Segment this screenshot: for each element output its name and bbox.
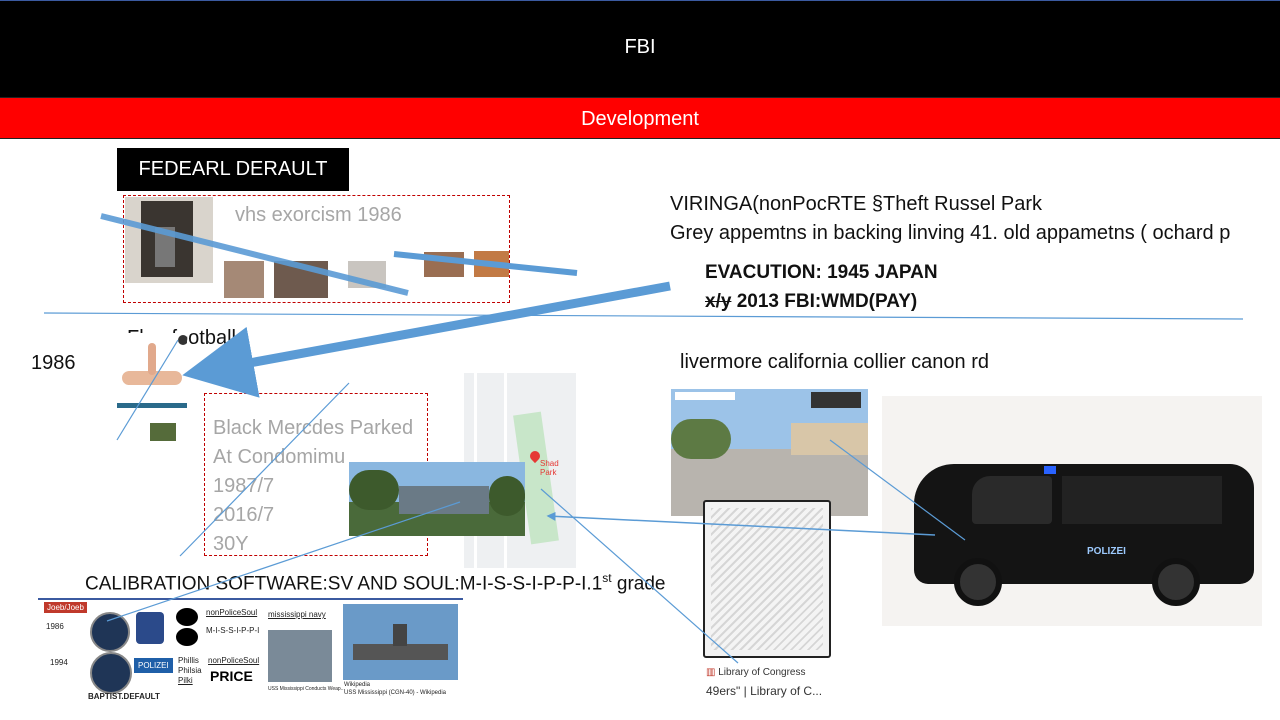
wiki-label: Wikipedia [344,682,371,688]
vhs-diagonal-line [100,213,409,296]
seal-2-icon [90,652,132,694]
mercedes-line: Black Mercdes Parked [213,417,414,439]
header-bar [0,0,1280,97]
loc-source-text: Library of Congress [718,667,806,678]
collage-line [106,501,461,622]
collage-name: Philsia [178,666,202,675]
map-pin-label: Shad Park [540,459,559,477]
van-polizei-label: POLIZEI [1087,546,1126,557]
vhs-thumb-1 [224,261,264,298]
evacution-line-2: x/y 2013 FBI:WMD(PAY) [705,291,917,313]
van-arrow [546,511,936,536]
vhs-caption: vhs exorcism 1986 [235,204,402,226]
police-van-image: POLIZEI [882,396,1262,626]
collage-name: Phillis [178,656,199,665]
hand-underline [117,403,187,408]
collage-polizei: POLIZEI [134,658,173,673]
development-title: Development [581,108,699,130]
submarine-image [268,630,332,682]
seal-1-icon [90,612,130,652]
mercedes-line: At Condomimu [213,446,346,468]
vhs-frame [123,195,510,303]
development-bar [0,97,1280,139]
evacution-line-1: EVACUTION: 1945 JAPAN [705,262,938,283]
mercedes-text: Black Mercdes Parked At Condomimu 1987/7… [213,414,413,559]
calibration-tail: grade [611,573,666,595]
collage-names: Phillis Philsia Pilki [178,656,202,686]
van-wheel-rear-icon [1152,558,1200,606]
loc-sketch-image [703,500,831,658]
collage-mississippi: M-I-S-S-I-P-P-I [206,626,260,635]
collage-tag: Joeb/Joeb [44,602,87,613]
street-line [829,439,966,541]
collage-year-2: 1994 [50,658,68,667]
black-dot-2-icon [176,628,198,646]
loc-line [540,488,739,664]
hand-image [118,333,187,408]
collage-nonpolice-1: nonPoliceSoul [206,608,258,617]
loc-icon: ▥ [706,667,716,678]
condominium-image [349,462,525,536]
viringa-line-2: Grey appemtns in backing linving 41. old… [670,222,1231,244]
mercedes-line [179,382,350,557]
mercedes-line: 2016/7 [213,504,275,526]
black-dot-1-icon [176,608,198,626]
horizontal-divider [43,312,1244,320]
year-1986-label: 1986 [31,352,76,374]
collage-name: Pilki [178,676,193,685]
viringa-line-1: VIRINGA(nonPocRTE §Theft Russel Park [670,193,1042,215]
evacution-rest: 2013 FBI:WMD(PAY) [731,291,918,312]
collage-year-1: 1986 [46,622,64,631]
hand-line [116,339,179,441]
livermore-label: livermore california collier canon rd [680,351,990,373]
collage-nonpolice-2: nonPoliceSoul [208,656,260,665]
loc-caption: 49ers" | Library of C... [706,684,823,698]
sub-caption: USS Mississippi Conducts Weap... [268,686,345,692]
big-arrow [182,281,671,398]
strike-xy: x/y [705,291,732,312]
van-wheel-front-icon [954,558,1002,606]
small-field-thumb [150,423,176,441]
federal-default-box: FEDEARL DERAULT [117,148,349,191]
calibration-main: CALIBRATION SOFTWARE:SV AND SOUL:M-I-S-S… [85,573,603,595]
wiki-caption: USS Mississippi (CGN-40) - Wikipedia [344,690,447,696]
collage-navy-label: mississippi navy [268,610,326,619]
vhs-right-line [393,251,578,276]
header-title: FBI [624,36,656,58]
collage-price: PRICE [210,668,253,684]
mercedes-line: 30Y [213,533,249,555]
collage-panel: Joeb/Joeb 1986 1994 POLIZEI Phillis Phil… [38,598,463,704]
calibration-text: CALIBRATION SOFTWARE:SV AND SOUL:M-I-S-S… [85,571,666,595]
mercedes-line: 1987/7 [213,475,275,497]
collage-baptist: BAPTIST.DEFAULT [88,692,160,701]
loc-source: ▥ Library of Congress [706,667,806,678]
cruiser-image [343,604,458,680]
police-badge-icon [136,612,164,644]
calibration-sup: st [602,571,612,585]
